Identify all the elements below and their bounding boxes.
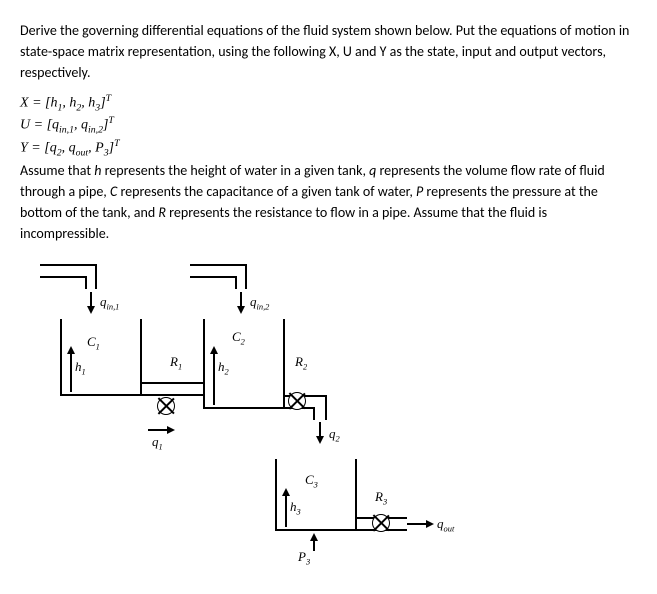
h1-line — [70, 352, 72, 392]
qin1-arrow-line — [90, 292, 92, 307]
pipe1-bottom — [140, 394, 203, 396]
R3-label: R3 — [375, 489, 387, 507]
h3-line — [285, 494, 287, 527]
equation-y: Y = [q2, qout, P3]T — [20, 138, 637, 158]
pipe2-right-bot — [313, 407, 315, 420]
h2-label: h2 — [218, 359, 229, 377]
spout2-right-top — [245, 264, 247, 289]
fluid-system-diagram: qin,1 C1 h1 R1 q1 qin,2 C2 h2 R2 q2 C3 h… — [40, 264, 460, 574]
h3-arrow — [282, 488, 290, 496]
problem-assumptions: Assume that h represents the height of w… — [20, 160, 637, 244]
valve-R1 — [157, 397, 175, 415]
spout2-bottom — [190, 276, 235, 278]
h3-label: h3 — [290, 499, 301, 517]
spout1-bottom — [40, 276, 85, 278]
qout-arrow — [426, 520, 434, 528]
qout-arrow-line — [407, 523, 427, 525]
C1-label: C1 — [87, 334, 100, 352]
C3-label: C3 — [305, 472, 318, 490]
qin1-arrow — [87, 306, 95, 314]
pipe1-top — [140, 382, 203, 384]
q1-arrow-line — [148, 429, 168, 431]
P3-label: P3 — [298, 549, 310, 567]
equation-x: X = [h1, h2, h3]T — [20, 93, 637, 113]
h1-label: h1 — [75, 359, 86, 377]
qin2-arrow-line — [240, 292, 242, 307]
pipe2-right-top — [325, 395, 327, 420]
C2-label: C2 — [232, 329, 245, 347]
q1-arrow — [167, 426, 175, 434]
q1-label: q1 — [152, 434, 163, 452]
h2-line — [213, 352, 215, 405]
spout2-top — [190, 264, 245, 266]
R1-label: R1 — [170, 354, 182, 372]
qin1-label: qin,1 — [100, 294, 119, 312]
valve-R3 — [372, 514, 390, 532]
tank1 — [60, 319, 142, 396]
spout1-top — [40, 264, 95, 266]
spout1-right-bot — [85, 276, 87, 289]
q2-arrow — [316, 436, 324, 444]
h1-arrow — [67, 346, 75, 354]
q2-arrow-line — [319, 422, 321, 437]
qout-label: qout — [437, 516, 454, 534]
P3-arrow — [310, 533, 318, 541]
qin2-label: qin,2 — [250, 294, 269, 312]
h2-arrow — [210, 346, 218, 354]
valve-R2 — [288, 392, 306, 410]
equation-u: U = [qin,1, qin,2]T — [20, 115, 637, 135]
q2-label: q2 — [329, 426, 340, 444]
qin2-arrow — [237, 306, 245, 314]
spout1-right-top — [95, 264, 97, 289]
problem-intro: Derive the governing differential equati… — [20, 20, 637, 83]
spout2-right-bot — [235, 276, 237, 289]
R2-label: R2 — [295, 354, 307, 372]
